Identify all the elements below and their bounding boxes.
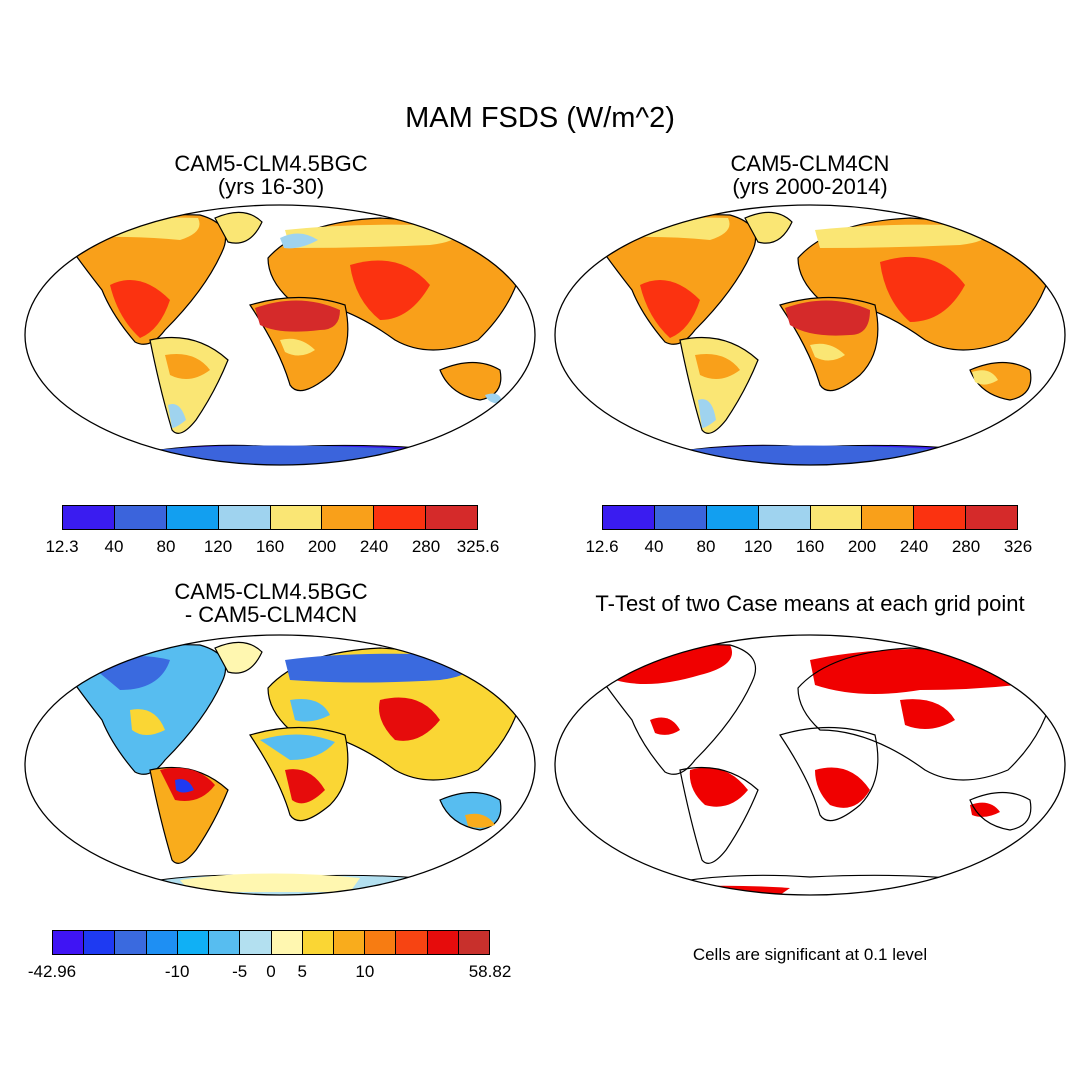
colorbar-segment (758, 506, 811, 529)
colorbar-segment (63, 506, 115, 529)
colorbar-tick-label: 40 (644, 537, 664, 556)
land-africa (249, 296, 349, 392)
colorbar-segment (270, 506, 323, 529)
colorbar-segment (603, 506, 655, 529)
colorbar-segment (115, 931, 147, 954)
land-australia (439, 361, 502, 404)
colorbar-tick-label: 80 (696, 537, 716, 556)
colorbar-segment (706, 506, 759, 529)
land-eurasia (267, 647, 526, 781)
colorbar-segment (218, 506, 271, 529)
land-south-america (149, 766, 229, 864)
colorbar-segment (333, 931, 366, 954)
land-africa (249, 726, 349, 822)
colorbar-tick-label: 280 (411, 537, 441, 556)
land-south-america (149, 336, 229, 434)
map-panel-clm45bgc (24, 204, 536, 466)
land-eurasia (797, 217, 1056, 351)
map-border (554, 634, 1066, 896)
colorbar-tick-label: 120 (743, 537, 773, 556)
colorbar-segment (302, 931, 334, 954)
colorbar-tick-label: 0 (266, 962, 276, 981)
land-south-america (679, 336, 759, 434)
land-africa (779, 296, 879, 392)
colorbar-tick-label: 325.6 (456, 537, 500, 556)
colorbar-segment (240, 931, 272, 954)
panel-title-difference: CAM5-CLM4.5BGC - CAM5-CLM4CN (174, 579, 368, 628)
colorbar-tick-label: 280 (951, 537, 981, 556)
colorbar-tick-label: -10 (164, 962, 190, 981)
land-north-america (64, 641, 263, 775)
colorbar-tick-label: -42.96 (27, 962, 77, 981)
land-north-america (64, 211, 263, 345)
panel-title-clm4cn: CAM5-CLM4CN (yrs 2000-2014) (730, 151, 890, 200)
colorbar-tick-label: 58.82 (468, 962, 512, 981)
colorbar-tick-label: 160 (795, 537, 825, 556)
colorbar-segment (365, 931, 397, 954)
land-north-america (594, 211, 793, 345)
colorbar-tick-label: 326 (1003, 537, 1033, 556)
colorbar-segment (209, 931, 241, 954)
colorbar-tick-label: 12.6 (585, 537, 619, 556)
land-australia (439, 791, 502, 831)
colorbar-segment (396, 931, 428, 954)
colorbar-tick-label: 200 (847, 537, 877, 556)
colorbar-segment (146, 931, 178, 954)
colorbar-tick-label: 240 (899, 537, 929, 556)
colorbar-tick-label: 10 (355, 962, 375, 981)
map-border (554, 204, 1066, 466)
colorbar-tick-label: 120 (203, 537, 233, 556)
colorbar-segment (862, 506, 915, 529)
colorbar-segment (914, 506, 967, 529)
colorbar-difference (52, 930, 490, 955)
colorbar-segment (84, 931, 116, 954)
colorbar-segment (271, 931, 303, 954)
colorbar-tick-label: 240 (359, 537, 389, 556)
colorbar-tick-label: 160 (255, 537, 285, 556)
panel-title-clm45bgc: CAM5-CLM4.5BGC (yrs 16-30) (174, 151, 368, 200)
colorbar-tick-label: 80 (156, 537, 176, 556)
colorbar-clm4cn (602, 505, 1018, 530)
colorbar-segment (810, 506, 863, 529)
colorbar-segment (53, 931, 85, 954)
colorbar-tick-label: 40 (104, 537, 124, 556)
land-eurasia (267, 217, 526, 351)
main-title: MAM FSDS (W/m^2) (405, 102, 675, 134)
colorbar-segment (374, 506, 427, 529)
map-border (24, 204, 536, 466)
land-antarctica (25, 873, 535, 895)
colorbar-segment (966, 506, 1017, 529)
map-panel-clm4cn (554, 204, 1066, 466)
significance-note: Cells are significant at 0.1 level (692, 945, 928, 964)
colorbar-tick-label: -5 (232, 962, 248, 981)
map-panel-difference (24, 634, 536, 896)
colorbar-tick-label: 12.3 (45, 537, 79, 556)
colorbar-tick-label: 5 (297, 962, 308, 981)
colorbar-segment (654, 506, 707, 529)
land-australia (969, 361, 1032, 401)
colorbar-clm45bgc (62, 505, 478, 530)
map-panel-ttest (554, 634, 1066, 896)
colorbar-segment (114, 506, 167, 529)
colorbar-segment (426, 506, 477, 529)
colorbar-segment (166, 506, 219, 529)
panel-title-ttest: T-Test of two Case means at each grid po… (595, 591, 1025, 616)
colorbar-segment (427, 931, 459, 954)
colorbar-segment (177, 931, 210, 954)
colorbar-segment (458, 931, 490, 954)
map-border (24, 634, 536, 896)
colorbar-segment (322, 506, 375, 529)
colorbar-tick-label: 200 (307, 537, 337, 556)
